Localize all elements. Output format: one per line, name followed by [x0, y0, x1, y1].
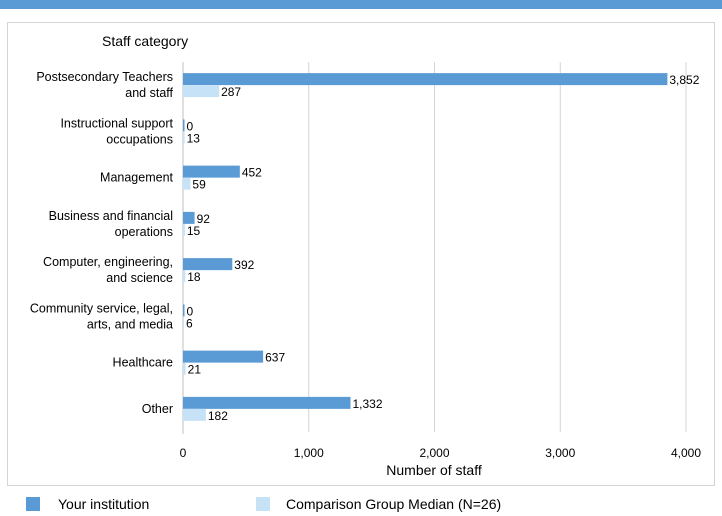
category-label: Business and financial operations: [49, 209, 173, 239]
bar-your-institution: [183, 258, 233, 271]
bars: [183, 73, 668, 421]
data-label: 182: [208, 409, 228, 423]
chart-frame: [7, 22, 715, 486]
legend-label-your-institution: Your institution: [58, 496, 150, 512]
legend-swatch-comparison-median: [256, 497, 270, 511]
category-header: Staff category: [102, 33, 188, 49]
labels: 0 1,000 2,000 3,000 4,000 Postsecondary Teach…: [30, 70, 701, 460]
data-label: 59: [192, 178, 206, 192]
x-axis-title: Number of staff: [386, 462, 482, 478]
data-label: 18: [187, 270, 201, 284]
bar-comparison-median: [183, 362, 186, 375]
legend-label-comparison-median: Comparison Group Median (N=26): [286, 496, 502, 512]
gridlines: [182, 62, 687, 434]
data-label: 3,852: [669, 73, 699, 87]
data-label: 287: [221, 85, 241, 99]
data-label: 13: [187, 131, 201, 145]
bar-your-institution: [183, 165, 240, 178]
category-label: Postsecondary Teachers and staff: [36, 70, 173, 100]
bar-comparison-median: [183, 85, 220, 98]
bar-your-institution: [183, 119, 185, 132]
x-tick-label: 0: [180, 446, 187, 460]
data-label: 637: [265, 351, 285, 365]
x-tick-label: 2,000: [419, 446, 449, 460]
bar-comparison-median: [183, 223, 185, 236]
category-label: Computer, engineering, and science: [43, 255, 173, 285]
staff-bar-chart: 0 1,000 2,000 3,000 4,000 Postsecondary Teach…: [30, 33, 701, 478]
x-tick-label: 1,000: [294, 446, 324, 460]
bar-your-institution: [183, 350, 264, 363]
bar-your-institution: [183, 211, 195, 224]
category-label: Community service, legal, arts, and media: [30, 301, 173, 331]
x-tick-label: 3,000: [545, 446, 575, 460]
bar-comparison-median: [183, 316, 184, 329]
data-label: 0: [187, 304, 194, 318]
category-label: Management: [100, 171, 173, 185]
data-label: 452: [242, 166, 262, 180]
bar-comparison-median: [183, 177, 191, 190]
data-label: 6: [186, 316, 193, 330]
bar-comparison-median: [183, 131, 185, 144]
bar-your-institution: [183, 73, 668, 86]
legend-swatch-your-institution: [26, 497, 40, 511]
category-label: Instructional support occupations: [60, 116, 173, 146]
data-label: 92: [197, 212, 211, 226]
data-label: 392: [234, 258, 254, 272]
bar-your-institution: [183, 304, 185, 317]
legend: Your institution Comparison Group Median…: [0, 490, 722, 516]
data-label: 0: [187, 119, 194, 133]
category-label: Other: [142, 402, 173, 416]
top-accent-band: [0, 0, 722, 9]
bar-comparison-median: [183, 408, 206, 421]
bar-comparison-median: [183, 270, 186, 283]
bar-your-institution: [183, 396, 351, 409]
data-label: 15: [187, 224, 201, 238]
category-label: Healthcare: [113, 356, 173, 370]
data-label: 21: [188, 363, 202, 377]
x-tick-label: 4,000: [671, 446, 701, 460]
data-label: 1,332: [352, 397, 382, 411]
